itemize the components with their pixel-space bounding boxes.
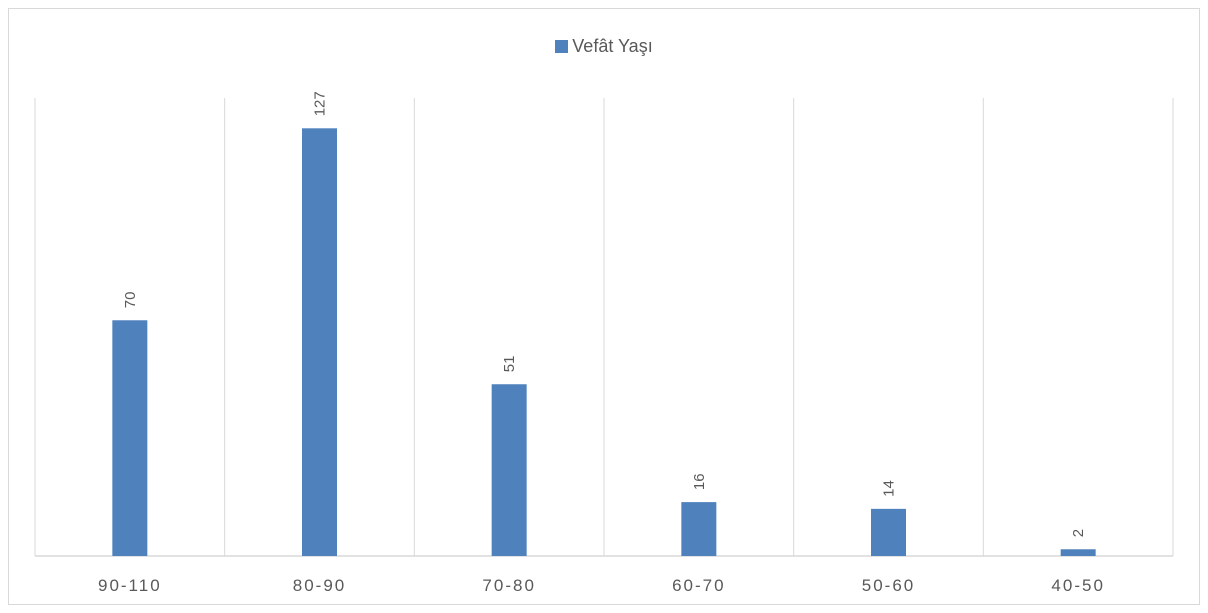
legend-label: Vefât Yaşı: [572, 36, 653, 56]
data-label-40-50: 2: [1070, 529, 1087, 537]
data-label-70-80: 51: [501, 356, 518, 373]
x-tick-label-80-90: 80-90: [293, 576, 346, 595]
data-label-90-110: 70: [122, 292, 139, 309]
x-tick-label-90-110: 90-110: [98, 576, 162, 595]
data-label-60-70: 16: [691, 473, 708, 490]
x-tick-label-60-70: 60-70: [672, 576, 725, 595]
bar-50-60: [871, 508, 906, 556]
x-tick-label-70-80: 70-80: [482, 576, 535, 595]
x-tick-label-40-50: 40-50: [1051, 576, 1104, 595]
data-label-50-60: 14: [881, 480, 898, 497]
bar-70-80: [491, 384, 527, 556]
legend: Vefât Yaşı: [0, 36, 1208, 57]
bar-80-90: [302, 128, 337, 556]
x-tick-label-50-60: 50-60: [862, 576, 915, 595]
data-label-80-90: 127: [312, 91, 329, 116]
bar-90-110: [112, 320, 148, 556]
bar-60-70: [681, 502, 717, 556]
legend-swatch: [555, 40, 569, 53]
bar-40-50: [1060, 549, 1096, 556]
